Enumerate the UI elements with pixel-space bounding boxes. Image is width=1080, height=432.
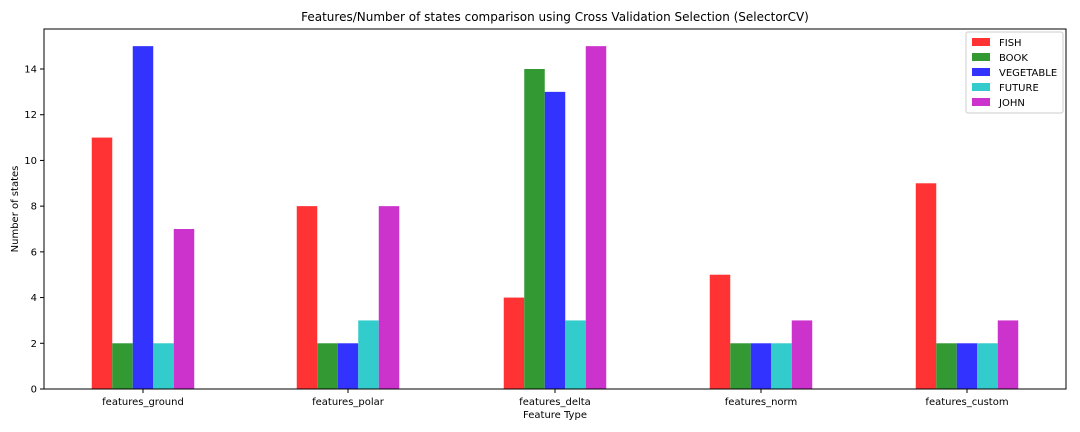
x-tick-label: features_custom	[925, 397, 1008, 408]
bar-vegetable-features-ground	[132, 46, 154, 390]
y-tick-label: 4	[31, 293, 37, 304]
legend-box	[965, 31, 1064, 114]
bar-vegetable-features-delta	[544, 91, 566, 389]
legend-swatch-john	[972, 98, 990, 106]
y-axis-label: Number of states	[10, 166, 21, 253]
y-tick-label: 6	[31, 247, 37, 258]
y-tick-label: 10	[24, 156, 37, 167]
legend-swatch-future	[972, 83, 990, 91]
bar-book-features-custom	[936, 343, 957, 389]
bar-future-features-polar	[358, 320, 379, 389]
bar-john-features-polar	[378, 206, 400, 389]
x-tick-label: features_polar	[312, 397, 385, 408]
bar-future-features-custom	[977, 343, 998, 389]
y-tick-label: 12	[24, 110, 37, 121]
bar-john-features-ground	[173, 229, 195, 389]
x-tick-label: features_ground	[102, 397, 184, 408]
y-tick-label: 8	[31, 202, 37, 213]
bar-john-features-delta	[585, 46, 607, 390]
x-axis: features_ground features_polar features_de…	[102, 389, 1009, 408]
bar-future-features-delta	[565, 320, 586, 389]
x-axis-label: Feature Type	[523, 410, 587, 421]
bar-fish-features-custom	[915, 183, 937, 389]
y-tick-label: 14	[24, 65, 37, 76]
bar-book-features-delta	[524, 69, 545, 389]
bar-book-features-polar	[317, 343, 338, 389]
bar-fish-features-ground	[91, 137, 113, 389]
legend-label-vegetable: VEGETABLE	[999, 68, 1057, 79]
bar-vegetable-features-custom	[956, 343, 978, 389]
bar-book-features-ground	[112, 343, 133, 389]
x-tick-label: features_delta	[519, 397, 591, 408]
legend-label-fish: FISH	[999, 38, 1022, 49]
y-tick-label: 2	[31, 339, 37, 350]
legend-swatch-book	[972, 53, 990, 61]
y-tick-label: 0	[31, 385, 37, 396]
bar-future-features-ground	[153, 343, 174, 389]
bar-fish-features-polar	[296, 206, 318, 389]
legend-label-future: FUTURE	[999, 83, 1039, 94]
y-axis: 0 2 4 6 8 10 12 14	[24, 65, 44, 396]
chart-title: Features/Number of states comparison usi…	[301, 10, 809, 24]
legend-label-john: JOHN	[998, 98, 1025, 109]
bar-john-features-custom	[997, 320, 1019, 389]
x-tick-label: features_norm	[725, 397, 797, 408]
bar-fish-features-delta	[503, 297, 525, 389]
bar-fish-features-norm	[709, 274, 731, 389]
bar-vegetable-features-polar	[337, 343, 359, 389]
legend: FISH BOOK VEGETABLE FUTURE JOHN	[965, 31, 1064, 114]
bar-vegetable-features-norm	[750, 343, 772, 389]
legend-swatch-fish	[972, 38, 990, 46]
legend-swatch-vegetable	[972, 68, 990, 76]
bar-book-features-norm	[730, 343, 751, 389]
bars-group	[91, 46, 1019, 390]
bar-john-features-norm	[791, 320, 813, 389]
bar-future-features-norm	[771, 343, 792, 389]
legend-label-book: BOOK	[999, 53, 1028, 64]
